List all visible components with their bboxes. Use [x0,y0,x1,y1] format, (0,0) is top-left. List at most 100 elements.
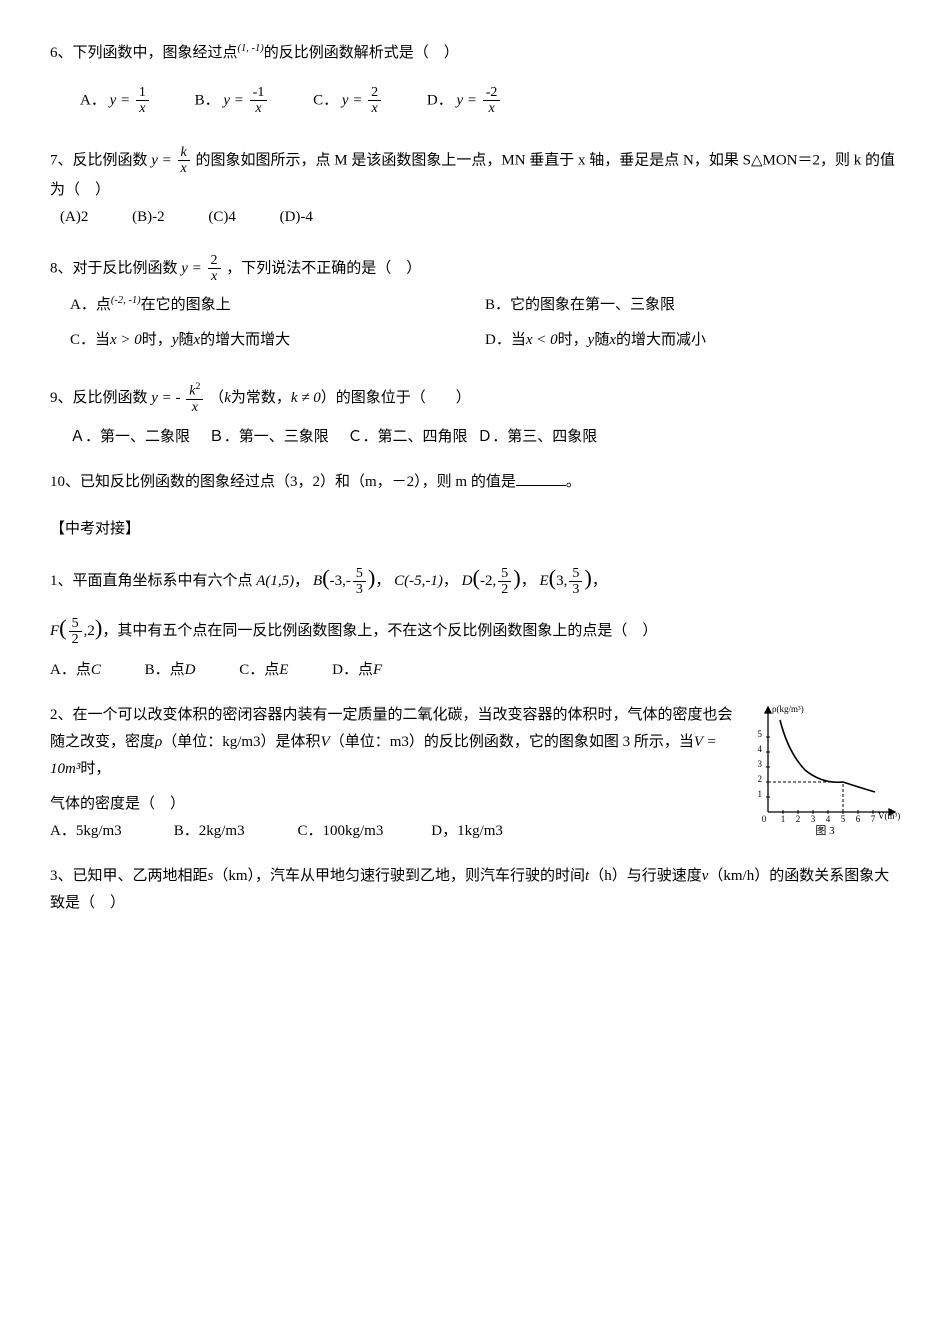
q8d-7: 的增大而减小 [616,332,706,348]
p2-opt-a: A．5kg/m3 [50,818,170,845]
p1-Byn: 5 [353,566,366,582]
p2-uV: （单位：m3）的反比例函数，它的图象如图 3 所示，当 [330,734,694,750]
svg-text:2: 2 [758,774,763,784]
q6-opt-d-label: D． [427,92,453,108]
q6-den-d: x [483,101,501,116]
p1-oc: E [279,662,288,678]
q9-post: ）的图象位于（ ） [321,391,471,407]
q6-option-d: D． y = -2x [427,85,503,117]
q7-opt-c: (C)4 [208,204,236,231]
q8-stem-post: ，下列说法不正确的是（ ） [226,260,421,276]
q7-opt-d: (D)-4 [280,204,313,231]
p3-ut: （h）与行驶速度 [589,868,702,884]
p1-s3: ， [443,573,458,589]
q9-m1: （ [209,391,224,407]
p1-opt-b: B．点D [145,657,196,684]
q8-opt-a-pt: (-2, -1) [111,295,141,306]
q8c-1: C．当 [70,332,110,348]
q10-post: 。 [566,474,581,490]
q8d-2: x < 0 [526,332,558,348]
q8c-2: x > 0 [110,332,142,348]
q8-opt-d: D．当x < 0时，y随x的增大而减小 [485,327,900,354]
q8-eq: y = [181,260,202,276]
q6-opt-a-label: A． [80,92,106,108]
q8d-3: 时， [558,332,588,348]
q8c-3: 时， [142,332,172,348]
p1-post: ，其中有五个点在同一反比例函数图象上，不在这个反比例函数图象上的点是（ ） [102,623,657,639]
q6-eq-d: y = [456,92,477,108]
svg-text:6: 6 [856,814,861,824]
p1-E: E [540,573,549,589]
q9-eq: y = - [151,391,180,407]
p1-Fxn: 5 [69,616,82,632]
svg-text:4: 4 [826,814,831,824]
svg-text:4: 4 [758,744,763,754]
q8d-6: x [609,332,616,348]
p1-Eyn: 5 [569,566,582,582]
q8-opt-c: C．当x > 0时，y随x的增大而增大 [70,327,485,354]
q7-opt-a: (A)2 [60,204,88,231]
p1-ob-p: B．点 [145,662,185,678]
svg-text:5: 5 [758,729,763,739]
question-8: 8、对于反比例函数 y = 2x ，下列说法不正确的是（ ） A．点(-2, -… [50,253,900,355]
svg-text:3: 3 [758,759,763,769]
p2-post1: 时， [80,761,110,777]
q6-stem-pre: 6、下列函数中，图象经过点 [50,45,238,61]
q9-num-sup: 2 [196,381,201,392]
svg-text:1: 1 [758,789,763,799]
p1-oc-p: C．点 [239,662,279,678]
q9-opt-d: Ｄ．第三、四象限 [477,429,597,445]
q9-opt-a: Ａ．第一、二象限 [70,429,190,445]
p1-B: B [313,573,322,589]
q8d-1: D．当 [485,332,526,348]
q7-eq: y = [151,152,172,168]
q9-stem-pre: 9、反比例函数 [50,391,148,407]
q8c-7: 的增大而增大 [200,332,290,348]
p2-opt-d: D，1kg/m3 [431,818,503,845]
p1-Dyn: 5 [498,566,511,582]
p1-od: F [373,662,382,678]
p1-Dyd: 2 [498,582,511,597]
q6-num-c: 2 [368,85,381,101]
q8-num: 2 [208,253,221,269]
p3-us: （km），汽车从甲地匀速行驶到乙地，则汽车行驶的时间 [213,868,585,884]
q6-eq-c: y = [342,92,363,108]
fig3-ylabel: ρ(kg/m³) [772,704,804,714]
q8d-5: 随 [594,332,609,348]
q6-eq-b: y = [223,92,244,108]
p1-Byd: 3 [353,582,366,597]
q8-den: x [208,269,221,284]
p1-Fy: ,2 [84,623,95,639]
problem-1: 1、平面直角坐标系中有六个点 A(1,5)， B(-3,-53)， C(-5,-… [50,558,900,684]
fig3-xlabel: V(m³) [878,811,900,821]
p1-Eyd: 3 [569,582,582,597]
q6-opt-c-label: C． [313,92,338,108]
q6-den-b: x [250,101,268,116]
p1-A: A(1,5) [256,573,294,589]
p1-pre: 1、平面直角坐标系中有六个点 [50,573,253,589]
q10-blank[interactable] [516,470,566,486]
q7-stem-pre: 7、反比例函数 [50,152,148,168]
svg-text:5: 5 [841,814,846,824]
p1-oa: C [91,662,101,678]
q8-opt-a: A．点(-2, -1)在它的图象上 [70,292,485,319]
problem-2: 0 1 2 3 4 5 6 7 1 2 3 4 5 ρ(kg/ [50,702,900,845]
p1-Bx: -3, [330,573,346,589]
question-6: 6、下列函数中，图象经过点(1, -1)的反比例函数解析式是（ ） A． y =… [50,40,900,117]
q6-num-a: 1 [136,85,149,101]
problem-3: 3、已知甲、乙两地相距s（km），汽车从甲地匀速行驶到乙地，则汽车行驶的时间t（… [50,863,900,917]
section-zhongkao: 【中考对接】 [50,516,900,543]
q10-pre: 10、已知反比例函数的图象经过点（3，2）和（m，－2），则 m 的值是 [50,474,516,490]
p1-ob: D [185,662,196,678]
svg-text:0: 0 [762,814,767,824]
q8-opt-b: B．它的图象在第一、三象限 [485,292,900,319]
q6-opt-b-label: B． [195,92,220,108]
q7-den: x [178,161,190,176]
q6-den-a: x [136,101,149,116]
q6-den-c: x [368,101,381,116]
p1-opt-c: C．点E [239,657,288,684]
q9-opt-b: Ｂ．第一、三象限 [209,429,329,445]
p1-s4: ， [521,573,536,589]
p1-Dx: -2, [480,573,496,589]
q6-num-d: -2 [483,85,501,101]
